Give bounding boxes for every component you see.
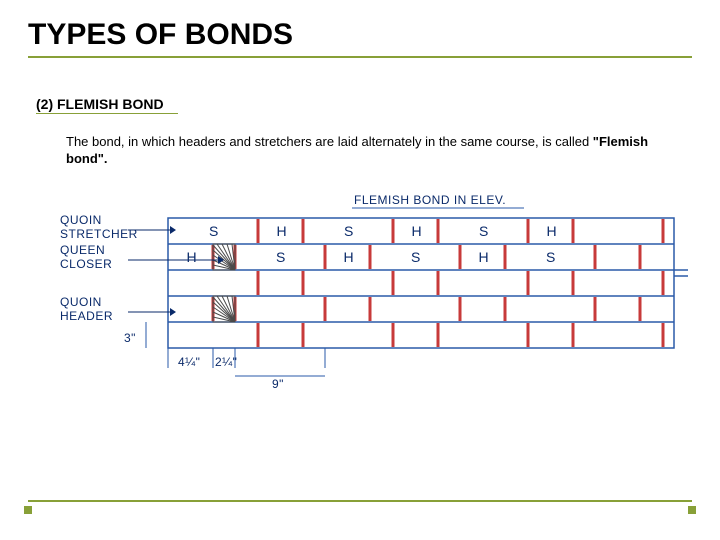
svg-text:4¼": 4¼" [178,355,200,369]
svg-text:H: H [479,249,489,265]
page-title: TYPES OF BONDS [28,18,692,52]
svg-text:H: H [412,223,422,239]
section-subtitle: (2) FLEMISH BOND [36,96,692,112]
svg-text:S: S [276,249,285,265]
footer-rule [28,500,692,502]
svg-text:HEADER: HEADER [60,309,113,323]
svg-text:H: H [277,223,287,239]
svg-text:QUOIN: QUOIN [60,295,102,309]
svg-text:2¼": 2¼" [215,355,237,369]
corner-square-left [24,506,32,514]
svg-text:CLOSER: CLOSER [60,257,112,271]
svg-text:S: S [546,249,555,265]
svg-text:QUEEN: QUEEN [60,243,105,257]
svg-text:S: S [209,223,218,239]
svg-text:9": 9" [272,377,284,391]
svg-text:FLEMISH BOND IN ELEV.: FLEMISH BOND IN ELEV. [354,193,506,207]
corner-square-right [688,506,696,514]
svg-text:S: S [344,223,353,239]
svg-text:3": 3" [124,331,136,345]
flemish-bond-diagram: FLEMISH BOND IN ELEV.SHSHSHHSHSHSQUOINST… [54,186,694,400]
description: The bond, in which headers and stretcher… [66,134,654,168]
svg-text:H: H [547,223,557,239]
subtitle-rule [36,113,178,114]
svg-text:H: H [344,249,354,265]
svg-text:H: H [187,249,197,265]
svg-text:S: S [411,249,420,265]
description-text: The bond, in which headers and stretcher… [66,134,593,149]
svg-text:STRETCHER: STRETCHER [60,227,138,241]
title-rule [28,56,692,58]
svg-text:QUOIN: QUOIN [60,213,102,227]
svg-text:S: S [479,223,488,239]
